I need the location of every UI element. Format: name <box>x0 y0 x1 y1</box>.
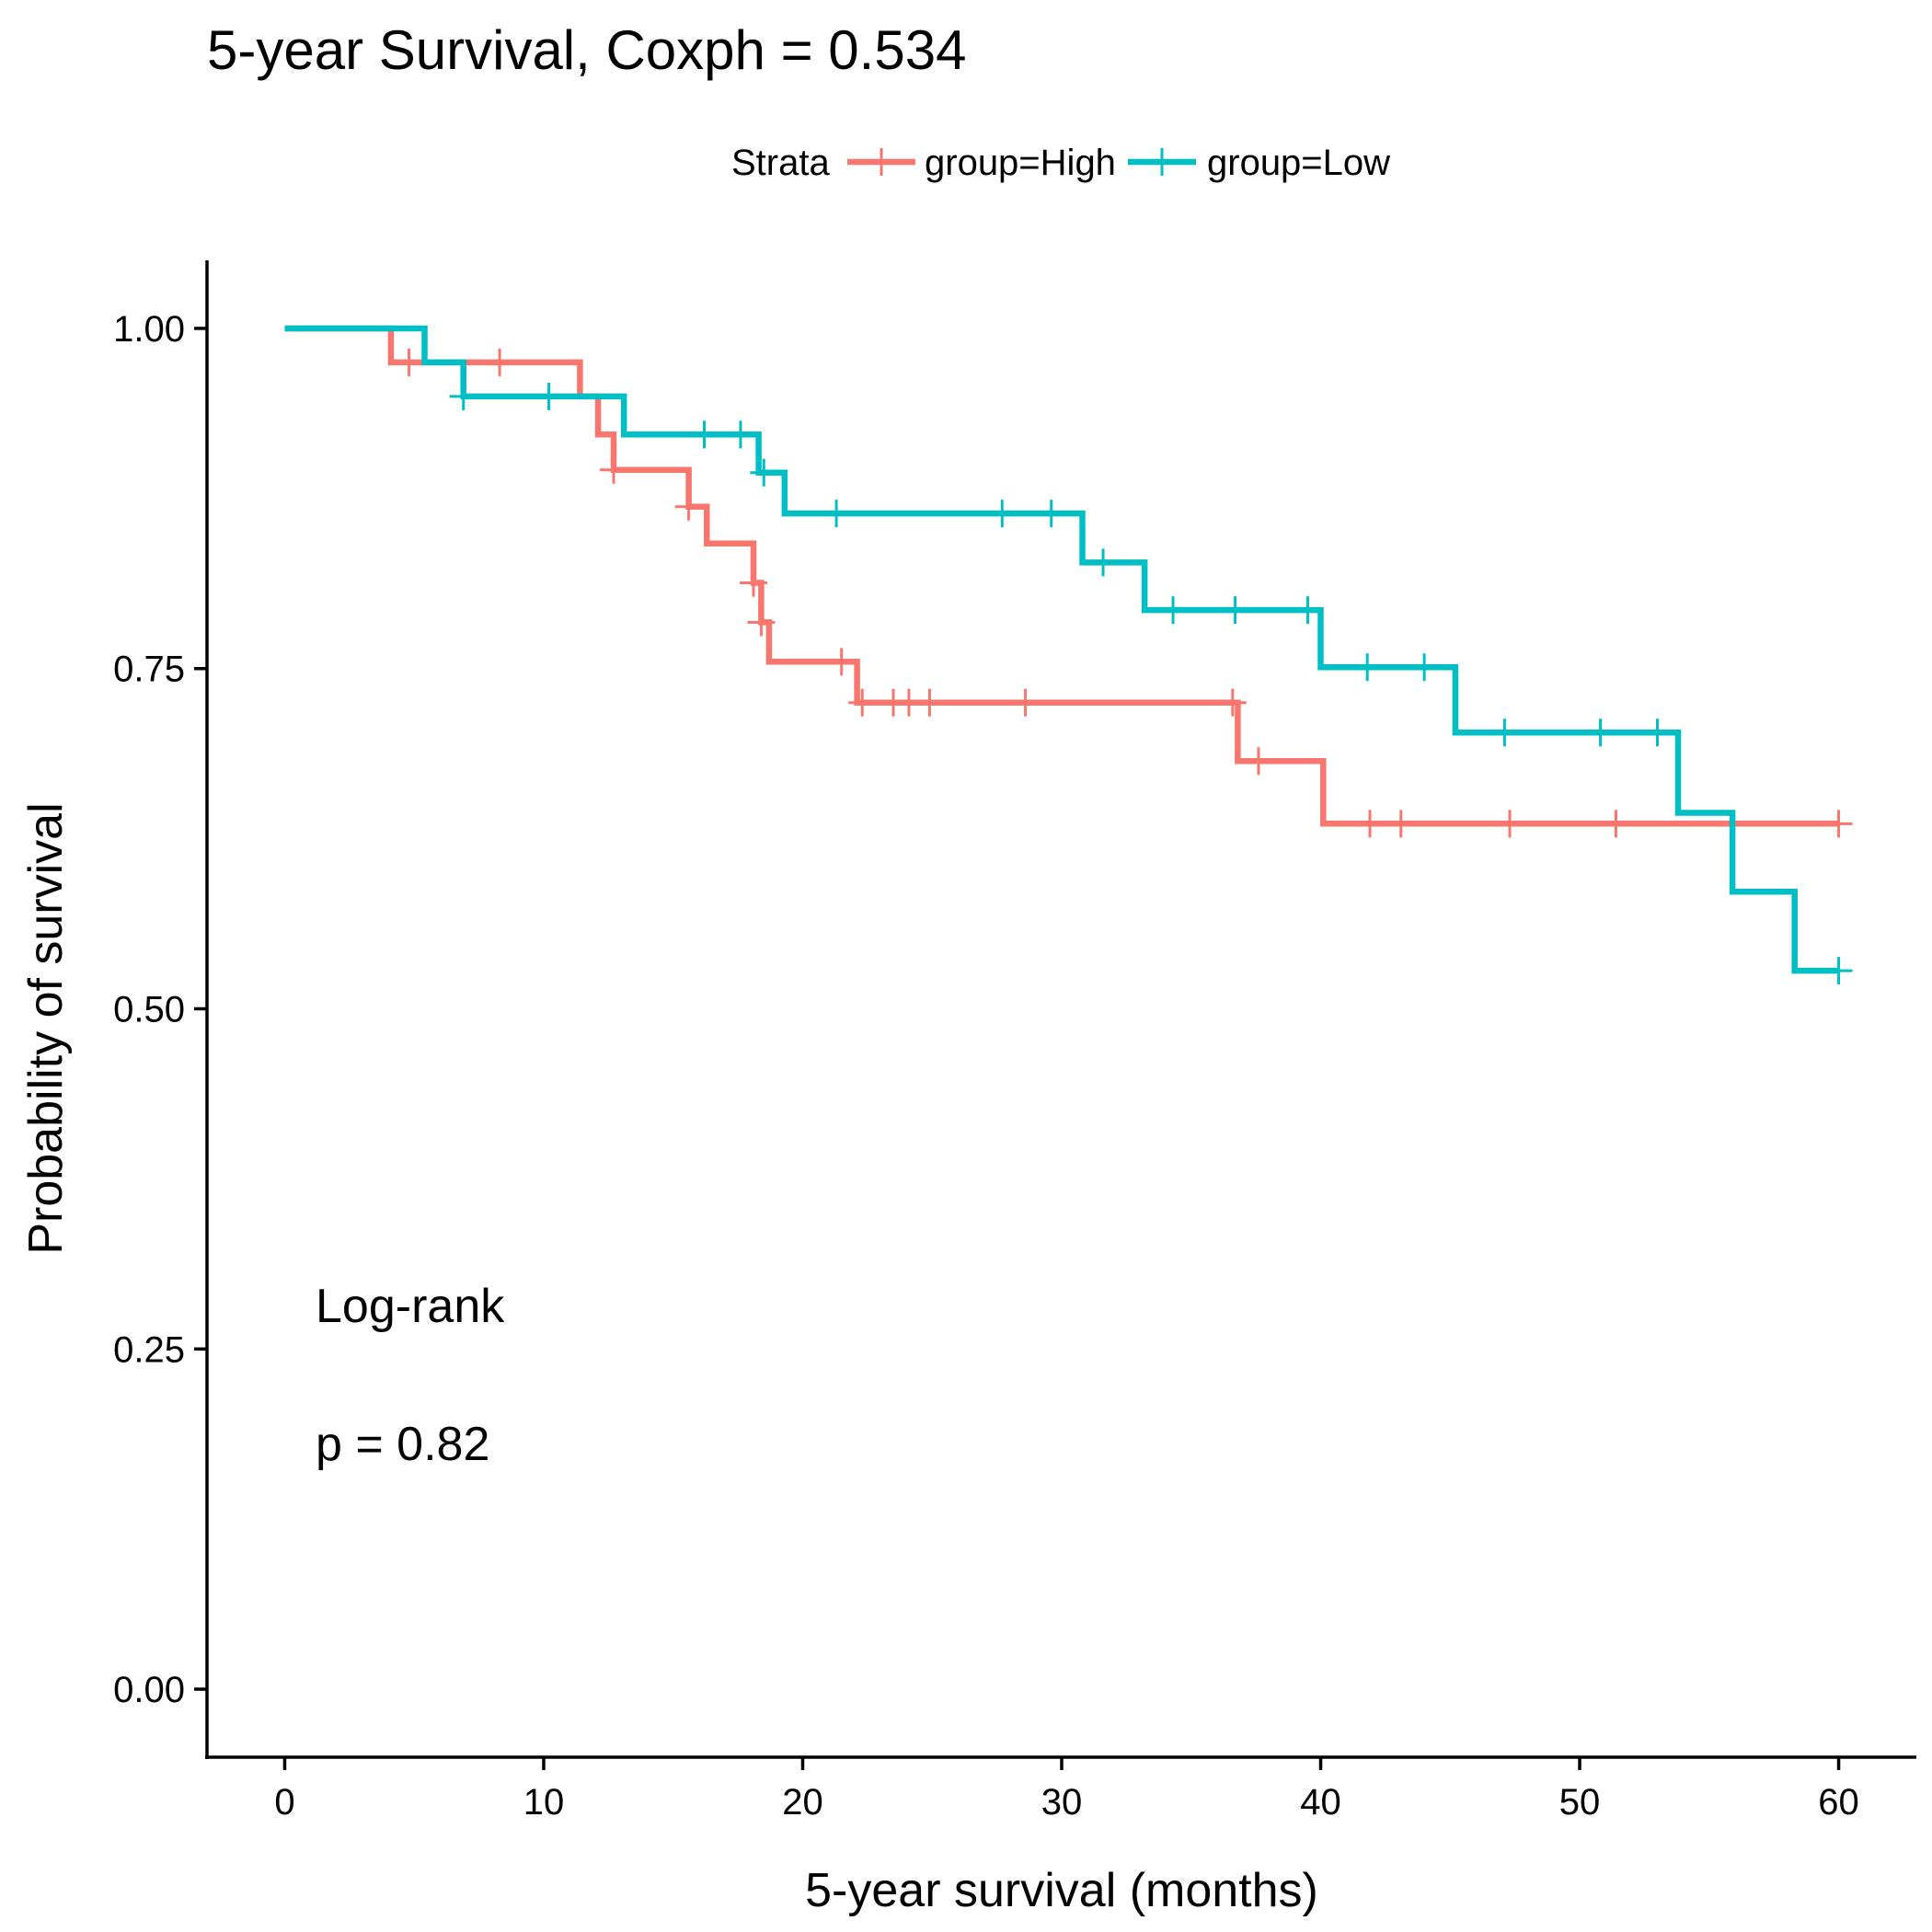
x-axis-title: 5-year survival (months) <box>805 1864 1318 1917</box>
x-tick-label: 10 <box>523 1782 565 1823</box>
legend-label-low: group=Low <box>1207 143 1390 183</box>
legend-key-low <box>1128 148 1196 176</box>
x-ticks: 0 10 20 30 40 50 60 <box>274 1757 1859 1823</box>
chart-title: 5-year Survival, Coxph = 0.534 <box>207 19 966 81</box>
y-tick-label: 0.75 <box>113 650 185 690</box>
logrank-label: Log-rank <box>316 1280 505 1333</box>
x-tick-label: 50 <box>1559 1782 1601 1823</box>
censor-mark <box>739 569 767 597</box>
censor-mark <box>1643 719 1672 747</box>
censor-mark <box>1824 957 1853 985</box>
x-tick-label: 40 <box>1300 1782 1341 1823</box>
x-tick-label: 0 <box>274 1782 294 1823</box>
censor-mark <box>750 458 778 487</box>
p-value-label: p = 0.82 <box>316 1418 489 1471</box>
y-tick-label: 0.25 <box>113 1329 185 1370</box>
plot-area: 0.00 0.25 0.50 0.75 1.00 0 10 20 30 40 50 60 <box>113 260 1916 1823</box>
censor-mark <box>1356 810 1385 838</box>
km-curve-low <box>284 325 1839 974</box>
legend: Strata group=High group=Low <box>731 143 1390 183</box>
censor-mark <box>822 500 851 528</box>
y-tick-label: 1.00 <box>113 309 185 350</box>
y-ticks: 0.00 0.25 0.50 0.75 1.00 <box>113 309 207 1710</box>
censor-mark <box>1353 653 1382 682</box>
censor-mark <box>1602 810 1630 838</box>
series-high <box>284 325 1853 838</box>
legend-title: Strata <box>731 143 830 183</box>
x-tick-label: 30 <box>1041 1782 1083 1823</box>
censor-mark <box>449 382 477 410</box>
censor-mark <box>690 420 719 449</box>
x-tick-label: 20 <box>782 1782 823 1823</box>
censor-mark <box>1159 596 1188 625</box>
censor-mark <box>1294 596 1322 625</box>
legend-key-high <box>847 148 915 176</box>
series-low <box>284 325 1853 985</box>
censor-mark <box>827 648 856 676</box>
censor-mark <box>395 348 423 376</box>
x-tick-label: 60 <box>1818 1782 1859 1823</box>
censor-mark <box>726 420 754 449</box>
censor-mark <box>1037 500 1065 528</box>
censor-mark <box>1011 688 1040 717</box>
legend-label-high: group=High <box>925 143 1116 183</box>
y-tick-label: 0.50 <box>113 990 185 1030</box>
censor-mark <box>1218 688 1247 717</box>
censor-mark <box>535 382 563 410</box>
y-tick-label: 0.00 <box>113 1670 185 1710</box>
km-curve-high <box>284 325 1839 827</box>
censor-mark <box>1221 596 1249 625</box>
censor-mark <box>915 688 944 717</box>
censor-mark <box>1089 548 1118 577</box>
series-layer <box>284 325 1853 985</box>
y-axis-title: Probability of survival <box>19 802 73 1254</box>
censor-mark <box>1410 653 1439 682</box>
censor-mark <box>599 455 627 484</box>
censor-mark <box>1244 747 1272 776</box>
censor-mark <box>674 492 703 521</box>
censor-mark <box>747 608 776 637</box>
censor-mark <box>1386 810 1415 838</box>
censor-mark <box>486 348 514 376</box>
censor-mark <box>1586 719 1615 747</box>
censor-mark <box>1490 719 1519 747</box>
censor-mark <box>1824 810 1853 838</box>
censor-mark <box>988 500 1017 528</box>
censor-mark <box>1496 810 1524 838</box>
censor-mark <box>848 688 877 717</box>
